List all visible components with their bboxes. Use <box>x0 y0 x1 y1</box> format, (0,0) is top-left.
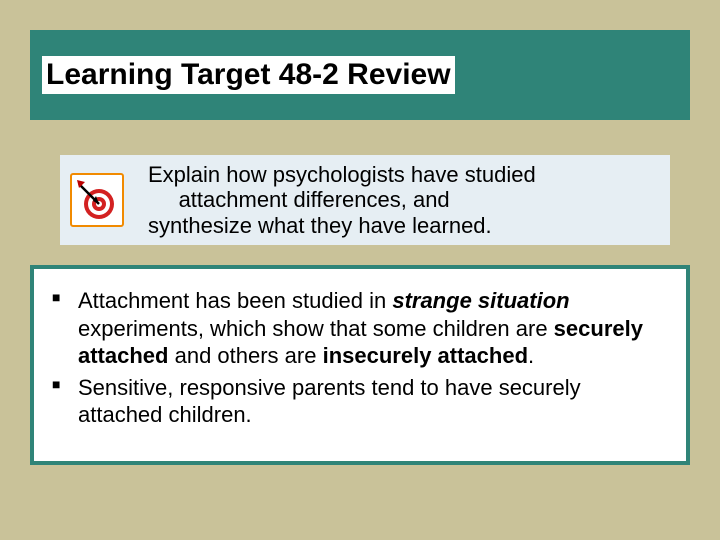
target-icon <box>70 173 124 227</box>
bullet1-em3: insecurely attached <box>323 343 528 368</box>
objective-row: Explain how psychologists have studied a… <box>60 155 670 245</box>
list-item: Sensitive, responsive parents tend to ha… <box>52 374 668 429</box>
slide-title: Learning Target 48-2 Review <box>42 56 455 94</box>
slide: Learning Target 48-2 Review Explain how … <box>0 0 720 540</box>
body-box: Attachment has been studied in strange s… <box>30 265 690 465</box>
objective-line3: synthesize what they have learned. <box>148 213 492 238</box>
bullet1-pre: Attachment has been studied in <box>78 288 392 313</box>
list-item: Attachment has been studied in strange s… <box>52 287 668 370</box>
bullet-list: Attachment has been studied in strange s… <box>52 287 668 429</box>
objective-line2: attachment differences, and <box>179 187 450 212</box>
objective-text: Explain how psychologists have studied a… <box>138 162 536 238</box>
bullet1-mid2: and others are <box>168 343 322 368</box>
bullet2-text: Sensitive, responsive parents tend to ha… <box>78 375 581 428</box>
title-bar: Learning Target 48-2 Review <box>30 30 690 120</box>
objective-line1: Explain how psychologists have studied <box>148 162 536 187</box>
bullet1-em1: strange situation <box>392 288 569 313</box>
bullet1-mid1: experiments, which show that some childr… <box>78 316 554 341</box>
bullet1-post: . <box>528 343 534 368</box>
